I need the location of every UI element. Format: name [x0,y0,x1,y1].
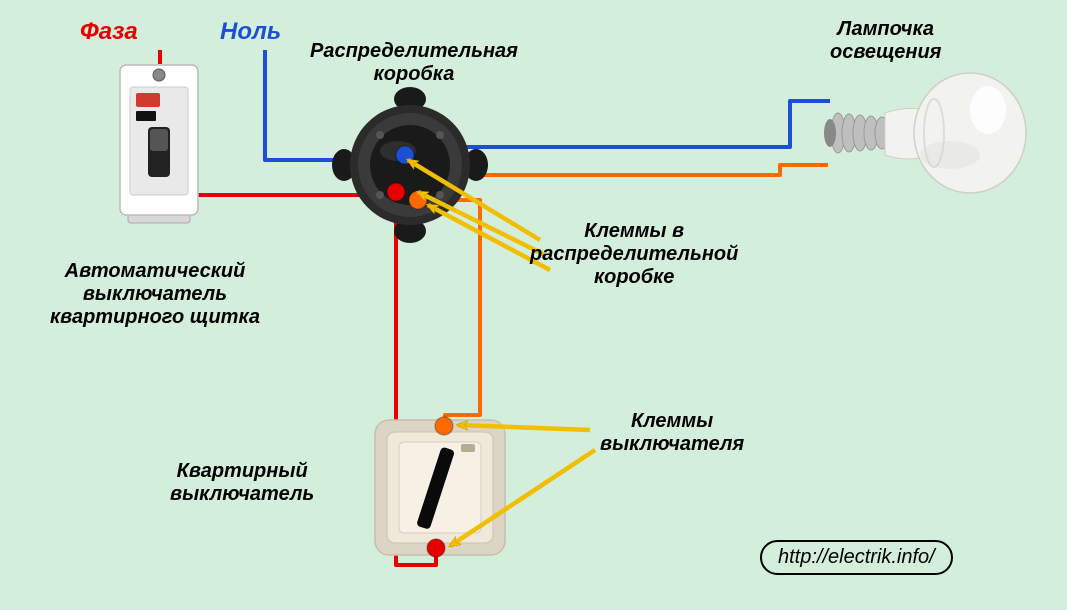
wire-switched_from_switch [418,182,480,434]
junction-box [332,87,488,243]
label-breaker_title: Автоматический выключатель квартирного щ… [50,260,260,329]
callout-arrow-4 [450,450,595,546]
callout-arrow-1 [418,192,545,255]
label-switch_terminals: Клеммы выключателя [600,410,744,456]
wiring-diagram: Фаза Ноль Распределительная коробка Лампочк… [0,0,1067,610]
light-bulb [824,73,1026,193]
wall-switch [375,420,505,555]
terminal-3 [435,417,453,435]
wire-switched_to_bulb [460,165,828,175]
label-neutral: Ноль [220,18,281,46]
terminal-2 [409,191,427,209]
callout-arrow-0 [408,160,540,240]
wire-neutral_to_bulb [460,101,830,147]
terminal-0 [396,146,414,164]
source-url[interactable]: http://electrik.info/ [760,540,953,575]
label-switch_title: Квартирный выключатель [170,460,314,506]
label-phase: Фаза [80,18,138,46]
callout-arrow-3 [458,425,590,430]
wire-phase_to_switch [396,200,436,565]
terminal-1 [387,183,405,201]
label-junction_title: Распределительная коробка [310,40,518,86]
wire-phase_to_box [160,178,396,220]
label-junction_terminals: Клеммы в распределительной коробке [530,220,738,289]
terminals-group [387,146,453,557]
circuit-breaker [120,65,198,223]
label-bulb_title: Лампочка освещения [830,18,941,64]
terminal-4 [427,539,445,557]
arrows-group [408,160,595,546]
